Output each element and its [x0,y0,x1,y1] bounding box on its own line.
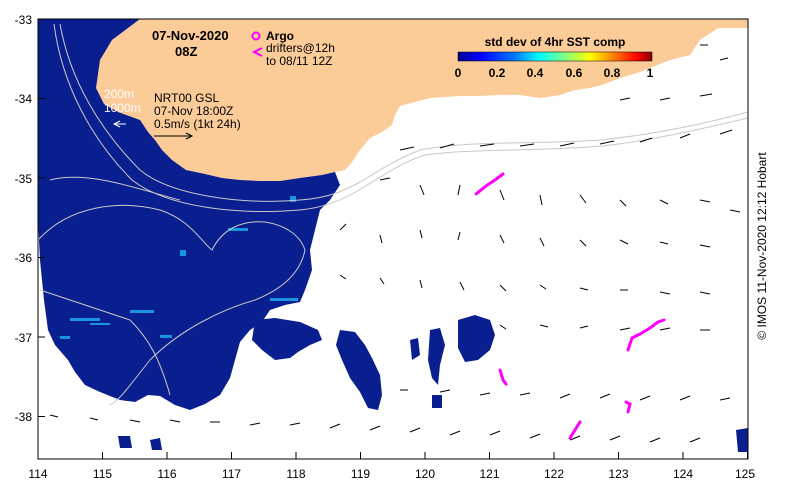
colorbar-tick: 0.6 [566,66,583,80]
drifter-track [626,318,666,352]
x-tick-label: 118 [286,467,305,481]
x-tick-label: 123 [608,467,628,481]
current-vectors [49,44,741,443]
x-ticks [37,452,748,459]
y-tick-label: -36 [15,251,33,265]
x-tick-label: 121 [479,467,499,481]
y-tick-label: -37 [15,331,33,345]
x-tick-label: 125 [735,467,755,481]
date-title: 07-Nov-2020 [152,28,229,43]
y-tick-label: -33 [15,13,33,27]
x-tick-label: 122 [544,467,564,481]
x-tick-label: 117 [222,467,241,481]
drifter-track [568,420,582,440]
colorbar-tick: 0 [455,66,462,80]
drifter-track [498,368,508,386]
y-ticks [38,18,45,417]
x-tick-label: 114 [28,467,47,481]
depth-legend-arrow-icon [112,120,126,128]
drifter-tracks [474,172,666,440]
y-tick-label: -38 [15,410,33,424]
sst-highlights [60,196,298,339]
time-title: 08Z [175,44,197,59]
bathymetry-contours [37,23,749,406]
argo-label: Argo [266,29,294,43]
drifters-label: drifters@12h [266,41,335,55]
x-tick-label: 120 [415,467,435,481]
product-label: NRT00 GSL [154,91,219,105]
colorbar-tick: 0.8 [604,66,621,80]
product-time-label: 07-Nov 18:00Z [154,104,233,118]
x-tick-label: 119 [351,467,370,481]
colorbar-tick: 0.4 [527,66,544,80]
scale-label: 0.5m/s (1kt 24h) [154,117,241,131]
scale-arrow-icon [154,132,194,140]
y-tick-label: -35 [15,172,33,186]
sst-data-region [38,19,748,452]
drifter-track [474,172,505,196]
drifters-sub-label: to 08/11 12Z [266,54,333,68]
depth-200-label: 200m [104,87,134,101]
argo-marker-icon [251,31,261,41]
depth-1000-label: 1000m [104,101,141,115]
colorbar-tick: 1 [647,66,654,80]
colorbar [457,51,653,62]
x-tick-label: 116 [157,467,176,481]
y-tick-label: -34 [15,92,33,106]
plot-frame [37,18,749,460]
drifter-track [624,400,632,414]
x-tick-label: 115 [93,467,112,481]
drifter-legend-icon [251,47,263,57]
colorbar-title: std dev of 4hr SST comp [485,35,626,49]
credit-label: © IMOS 11-Nov-2020 12:12 Hobart [755,152,769,340]
colorbar-tick: 0.2 [489,66,506,80]
x-tick-label: 124 [673,467,693,481]
